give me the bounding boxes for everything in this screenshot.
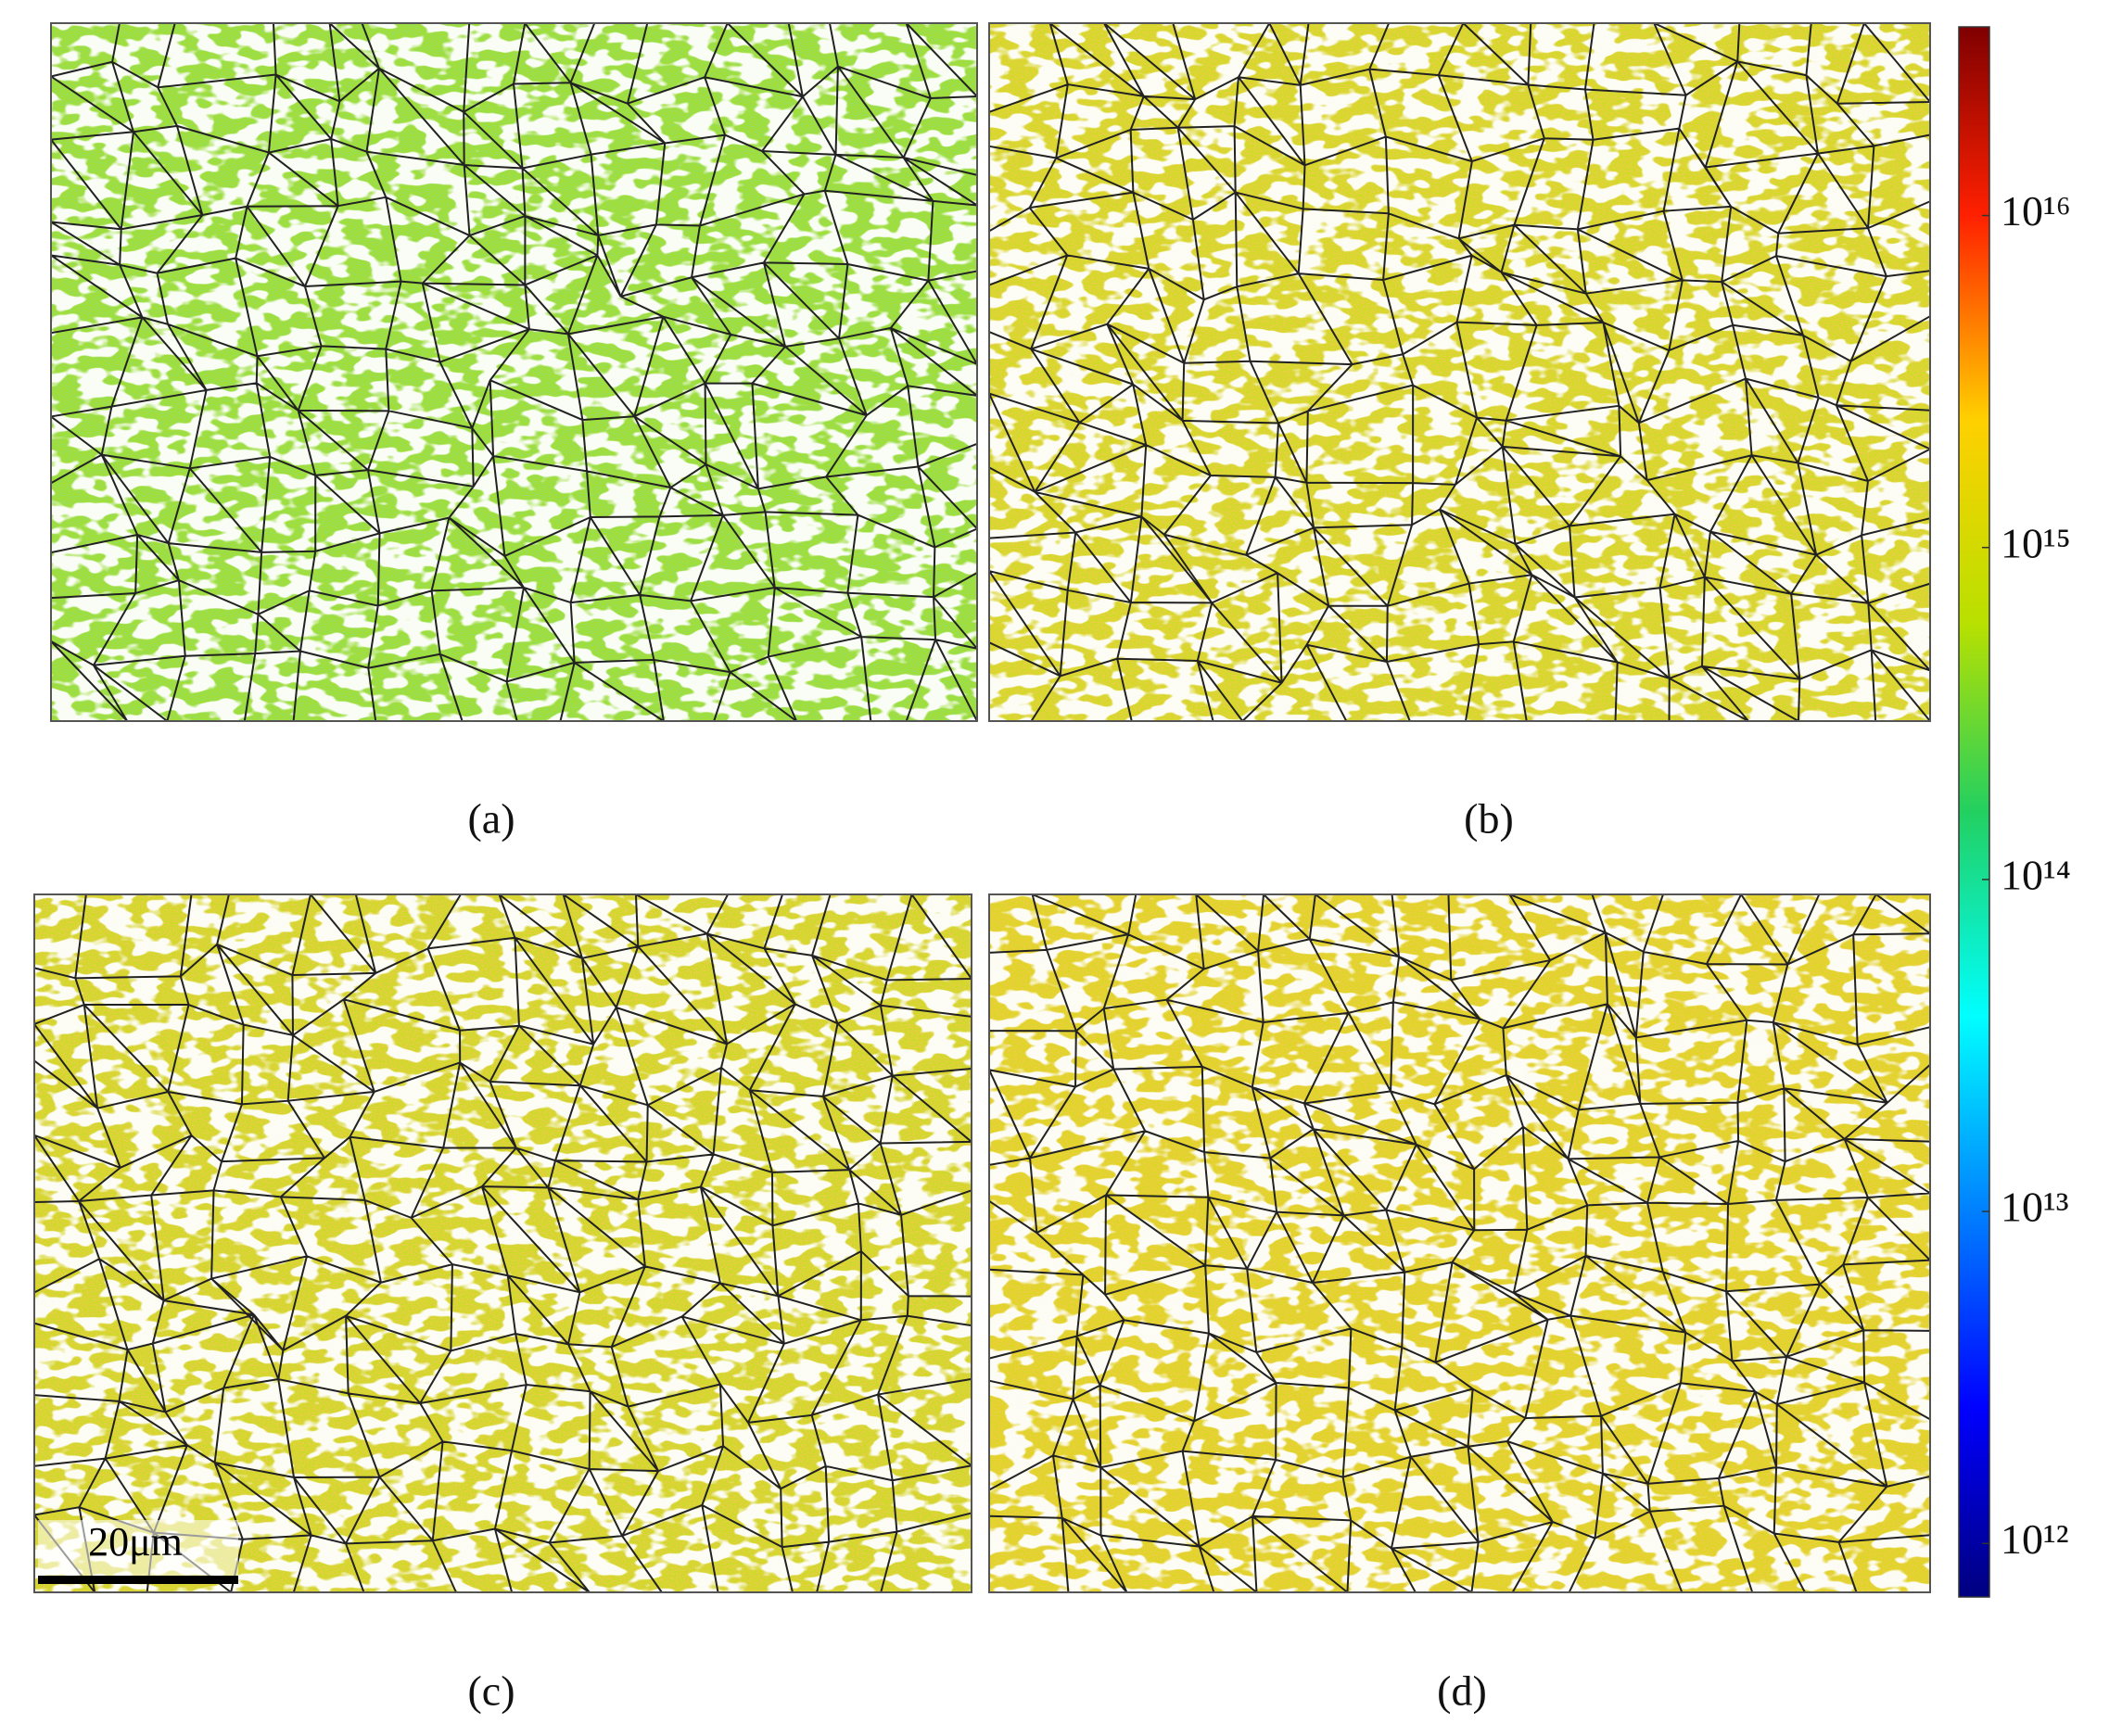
map-frame: [988, 893, 1931, 1593]
panel-label: (c): [467, 1667, 515, 1715]
panel-label: (b): [1464, 795, 1514, 843]
panel-label: (d): [1437, 1667, 1487, 1715]
colorbar-ticks: 10¹² 10¹³ 10¹⁴ 10¹⁵ 10¹⁶: [1982, 187, 2071, 1563]
map-frame: [50, 22, 978, 722]
map-holes: [34, 894, 972, 1592]
colorbar-tick-label: 10¹⁴: [2001, 851, 2071, 898]
grain-boundaries: [33, 893, 972, 1593]
panel-label: (a): [467, 795, 515, 843]
map-frame: [33, 893, 972, 1593]
colorbar-tick-label: 10¹²: [2001, 1515, 2069, 1563]
ebsd-map: [50, 22, 978, 722]
colorbar: [1958, 26, 1990, 1598]
scale-bar: [38, 1576, 238, 1584]
colorbar-tick-label: 10¹⁶: [2001, 187, 2071, 234]
ebsd-map: [988, 893, 1931, 1593]
grain-boundaries: [988, 893, 1931, 1593]
colorbar-tick-label: 10¹⁵: [2001, 519, 2071, 566]
map-holes: [989, 894, 1930, 1592]
maps: [33, 22, 1931, 1593]
grain-boundaries: [988, 22, 1931, 722]
colorbar-tick-label: 10¹³: [2001, 1184, 2069, 1231]
grain-boundaries: [50, 22, 978, 722]
scale-bar-backdrop: [38, 1520, 238, 1578]
map-holes: [989, 23, 1930, 721]
scale-bar-label: 20μm: [88, 1519, 183, 1565]
ebsd-map: [33, 893, 972, 1593]
ebsd-map: [988, 22, 1931, 722]
map-frame: [988, 22, 1931, 722]
map-holes: [51, 23, 977, 721]
